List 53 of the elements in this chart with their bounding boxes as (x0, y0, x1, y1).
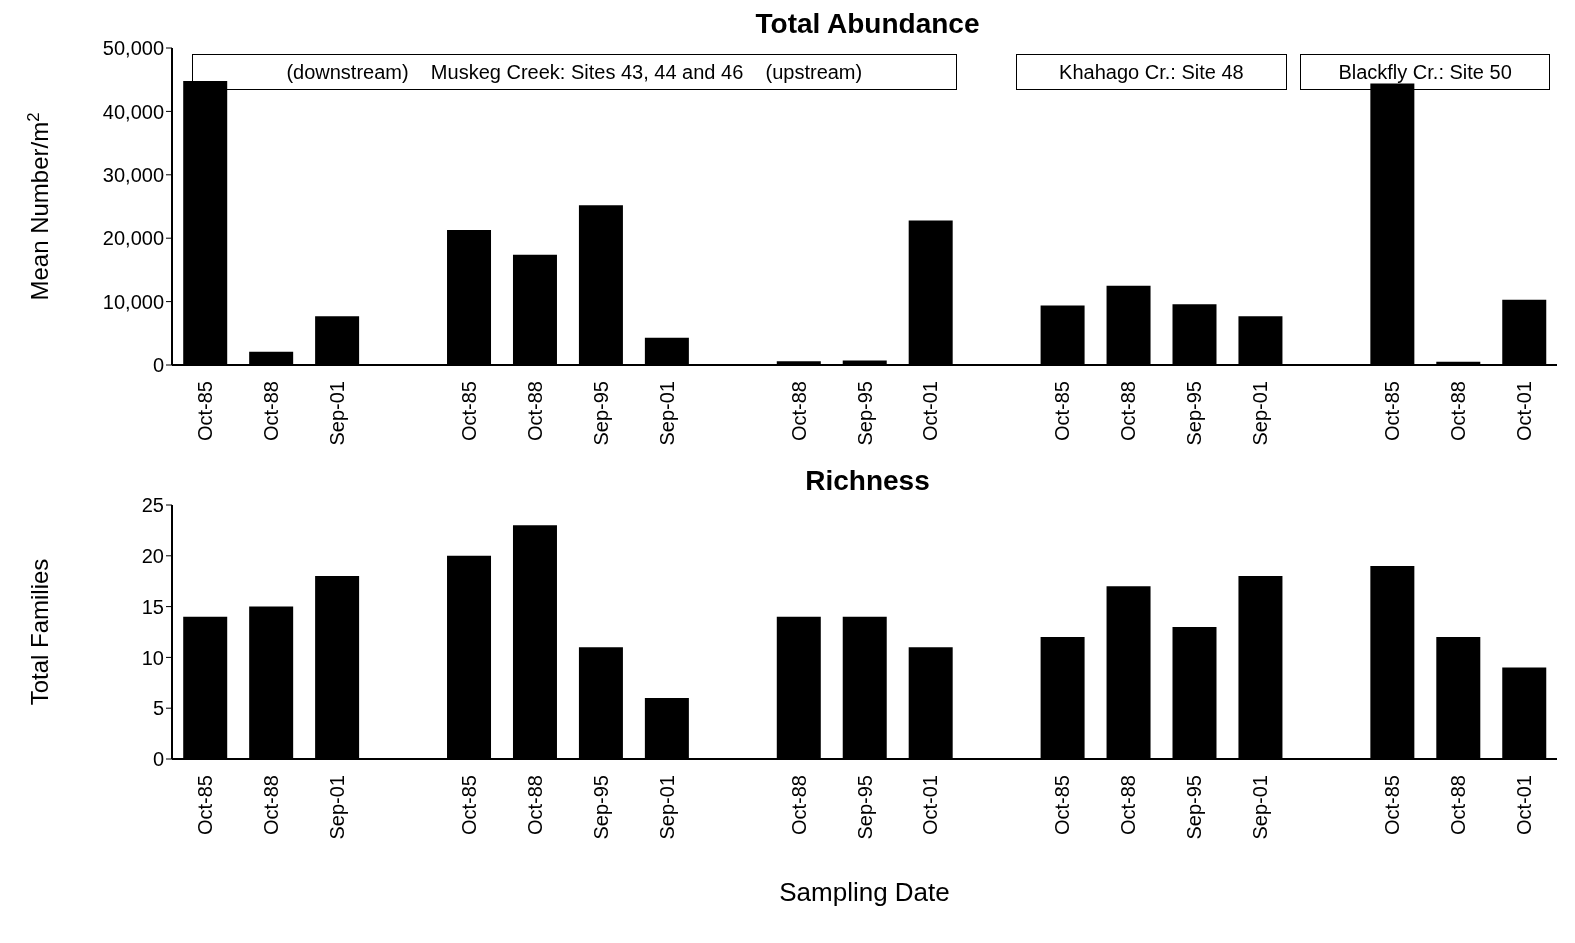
x-tick-label: Oct-85 (457, 381, 480, 442)
x-tick-label: Oct-85 (457, 775, 480, 836)
y-tick-label: 10,000 (102, 290, 164, 313)
y-tick-label: 20,000 (102, 227, 164, 250)
x-tick-label: Sep-95 (1183, 381, 1206, 446)
x-tick-label: Sep-01 (655, 775, 678, 840)
x-tick-label: Oct-85 (1051, 381, 1074, 442)
x-tick-label: Sep-95 (589, 381, 612, 446)
x-tick-label: Oct-88 (787, 775, 810, 836)
x-tick-label: Oct-88 (259, 775, 282, 836)
x-tick-label: Oct-88 (259, 381, 282, 442)
y-tick-label: 25 (141, 494, 164, 517)
x-tick-label: Oct-01 (919, 381, 942, 442)
x-tick-label: Oct-88 (1447, 381, 1470, 442)
x-tick-label: Oct-85 (1381, 775, 1404, 836)
x-tick-label: Sep-95 (853, 381, 876, 446)
y-tick-label: 5 (152, 697, 164, 720)
x-tick-label: Oct-88 (787, 381, 810, 442)
y-tick-label: 30,000 (102, 163, 164, 186)
x-tick-label: Oct-01 (1513, 381, 1536, 442)
x-tick-label: Oct-85 (1381, 381, 1404, 442)
y-tick-label: 0 (152, 354, 164, 377)
y-axis-title: Total Families (26, 558, 53, 706)
x-tick-label: Oct-88 (1117, 775, 1140, 836)
label-box: (downstream) Muskeg Creek: Sites 43, 44 and 46 (upstream) (191, 54, 957, 90)
x-tick-label: Oct-85 (1051, 775, 1074, 836)
x-tick-label: Sep-01 (325, 775, 348, 840)
y-tick-label: 50,000 (102, 37, 164, 60)
chart-title: Total Abundance (755, 8, 980, 39)
x-tick-label: Oct-88 (1447, 775, 1470, 836)
x-tick-label: Sep-95 (589, 775, 612, 840)
x-tick-label: Sep-01 (325, 381, 348, 446)
y-tick-label: 20 (141, 544, 164, 567)
x-tick-label: Oct-88 (1117, 381, 1140, 442)
x-axis-title: Sampling Date (779, 877, 950, 907)
x-tick-label: Oct-88 (523, 775, 546, 836)
x-tick-label: Oct-01 (1513, 775, 1536, 836)
x-tick-label: Sep-01 (655, 381, 678, 446)
chart-title: Richness (805, 465, 930, 496)
y-tick-label: 15 (141, 595, 164, 618)
y-tick-label: 0 (152, 748, 164, 771)
y-tick-label: 40,000 (102, 100, 164, 123)
y-tick-label: 10 (141, 646, 164, 669)
x-tick-label: Oct-88 (523, 381, 546, 442)
label-box: Khahago Cr.: Site 48 (1016, 54, 1287, 90)
x-tick-label: Oct-85 (193, 775, 216, 836)
x-tick-label: Oct-85 (193, 381, 216, 442)
label-box: Blackfly Cr.: Site 50 (1299, 54, 1551, 90)
x-tick-label: Sep-95 (853, 775, 876, 840)
x-tick-label: Oct-01 (919, 775, 942, 836)
x-tick-label: Sep-01 (1249, 381, 1272, 446)
x-tick-label: Sep-95 (1183, 775, 1206, 840)
x-tick-label: Sep-01 (1249, 775, 1272, 840)
